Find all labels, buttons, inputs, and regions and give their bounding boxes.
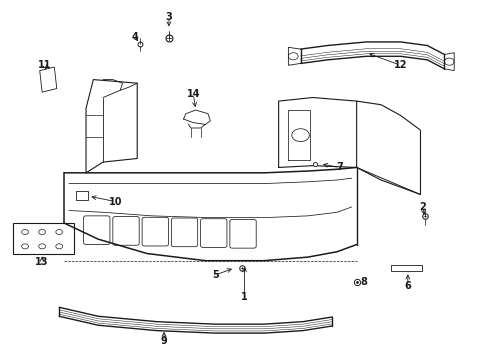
Bar <box>76 191 88 200</box>
Text: 5: 5 <box>211 270 218 280</box>
Bar <box>13 223 74 253</box>
Text: 14: 14 <box>186 89 200 99</box>
Text: 10: 10 <box>108 197 122 207</box>
Text: 12: 12 <box>393 60 407 70</box>
Text: 3: 3 <box>165 12 172 22</box>
Text: 4: 4 <box>131 32 138 41</box>
Text: 6: 6 <box>404 281 410 291</box>
Bar <box>390 265 422 271</box>
Text: 11: 11 <box>38 60 51 70</box>
Text: 8: 8 <box>360 277 366 287</box>
Text: 9: 9 <box>161 336 167 346</box>
Text: 1: 1 <box>241 292 247 302</box>
Polygon shape <box>40 67 57 92</box>
Text: 13: 13 <box>35 257 49 267</box>
Text: 2: 2 <box>418 202 425 212</box>
Text: 7: 7 <box>336 162 342 172</box>
